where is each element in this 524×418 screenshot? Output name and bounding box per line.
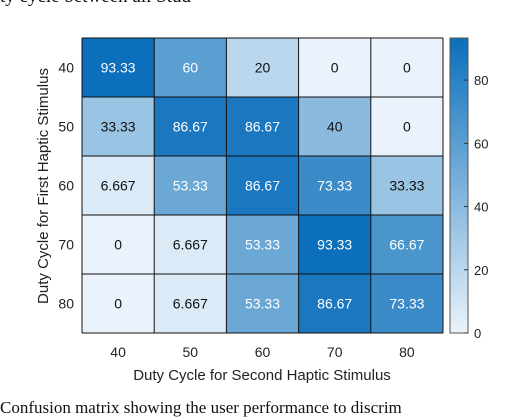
y-tick-label: 50 — [58, 119, 74, 135]
heatmap-cell — [154, 97, 227, 156]
heatmap-cell — [226, 156, 299, 215]
heatmap-cell — [82, 38, 155, 97]
heatmap-cell — [226, 38, 299, 97]
y-tick-label: 70 — [58, 237, 74, 253]
y-axis-ticks: 40 50 60 70 80 — [58, 60, 74, 312]
cell-value-label: 86.67 — [173, 119, 208, 135]
cell-value-label: 0 — [331, 60, 339, 76]
cell-value-label: 93.33 — [317, 237, 352, 253]
y-tick-label: 60 — [58, 178, 74, 194]
cell-value-label: 0 — [403, 119, 411, 135]
colorbar-tick-label: 80 — [474, 73, 488, 88]
colorbar-tick-label: 40 — [474, 200, 488, 215]
y-tick-label: 40 — [58, 60, 74, 76]
cell-value-label: 86.67 — [245, 119, 280, 135]
cell-value-label: 53.33 — [245, 296, 280, 312]
cell-value-label: 53.33 — [173, 178, 208, 194]
heatmap-cell — [370, 38, 443, 97]
x-tick-label: 70 — [327, 344, 343, 360]
cell-value-label: 6.667 — [173, 296, 208, 312]
cell-value-label: 73.33 — [317, 178, 352, 194]
heatmap-cell — [298, 215, 371, 274]
cell-value-label: 0 — [114, 296, 122, 312]
x-tick-label: 80 — [399, 344, 415, 360]
cell-value-label: 0 — [403, 60, 411, 76]
heatmap-cell — [226, 97, 299, 156]
heatmap-cell — [82, 156, 155, 215]
x-tick-label: 50 — [183, 344, 199, 360]
heatmap-cell — [298, 38, 371, 97]
heatmap-cell — [154, 38, 227, 97]
heatmap-cell — [226, 215, 299, 274]
cell-value-label: 93.33 — [101, 60, 136, 76]
cell-value-label: 0 — [114, 237, 122, 253]
text-above-figure: ty cycle between all Stud — [0, 0, 524, 8]
heatmap-cell — [82, 215, 155, 274]
heatmap-cells — [82, 38, 443, 333]
x-tick-label: 40 — [110, 344, 126, 360]
cell-value-label: 53.33 — [245, 237, 280, 253]
colorbar-tick-label: 60 — [474, 136, 488, 151]
heatmap-cell — [370, 156, 443, 215]
heatmap-cell — [154, 156, 227, 215]
heatmap-cell — [298, 97, 371, 156]
cell-value-label: 20 — [255, 60, 271, 76]
heatmap-cell — [226, 274, 299, 333]
x-axis-label: Duty Cycle for Second Haptic Stimulus — [133, 367, 391, 384]
heatmap-grid — [81, 37, 444, 334]
heatmap-cell — [298, 156, 371, 215]
colorbar: 0 20 40 60 80 — [449, 37, 488, 341]
cell-value-label: 6.667 — [101, 178, 136, 194]
cell-value-label: 86.67 — [317, 296, 352, 312]
heatmap-cell — [370, 274, 443, 333]
cell-value-label: 73.33 — [389, 296, 424, 312]
cell-value-label: 33.33 — [101, 119, 136, 135]
x-axis-ticks: 40 50 60 70 80 — [110, 344, 415, 360]
heatmap-cell — [154, 215, 227, 274]
colorbar-gradient — [449, 37, 469, 334]
x-tick-label: 60 — [255, 344, 271, 360]
heatmap-cell — [370, 97, 443, 156]
heatmap-value-labels: 93.33 60 20 0 0 33.33 86.67 86.67 40 0 6.667 53.33 8… — [101, 60, 425, 312]
cell-value-label: 60 — [183, 60, 199, 76]
cell-value-label: 33.33 — [389, 178, 424, 194]
y-tick-label: 80 — [58, 296, 74, 312]
cell-value-label: 66.67 — [389, 237, 424, 253]
cell-value-label: 6.667 — [173, 237, 208, 253]
colorbar-tick-label: 20 — [474, 263, 488, 278]
heatmap-cell — [82, 97, 155, 156]
heatmap-cell — [154, 274, 227, 333]
y-axis-label: Duty Cycle for First Haptic Stimulus — [35, 68, 52, 304]
heatmap-cell — [82, 274, 155, 333]
cell-value-label: 86.67 — [245, 178, 280, 194]
text-below-figure: Confusion matrix showing the user perfor… — [0, 398, 402, 417]
colorbar-tick-label: 0 — [474, 326, 481, 341]
heatmap-cell — [298, 274, 371, 333]
cell-value-label: 40 — [327, 119, 343, 135]
heatmap-cell — [370, 215, 443, 274]
